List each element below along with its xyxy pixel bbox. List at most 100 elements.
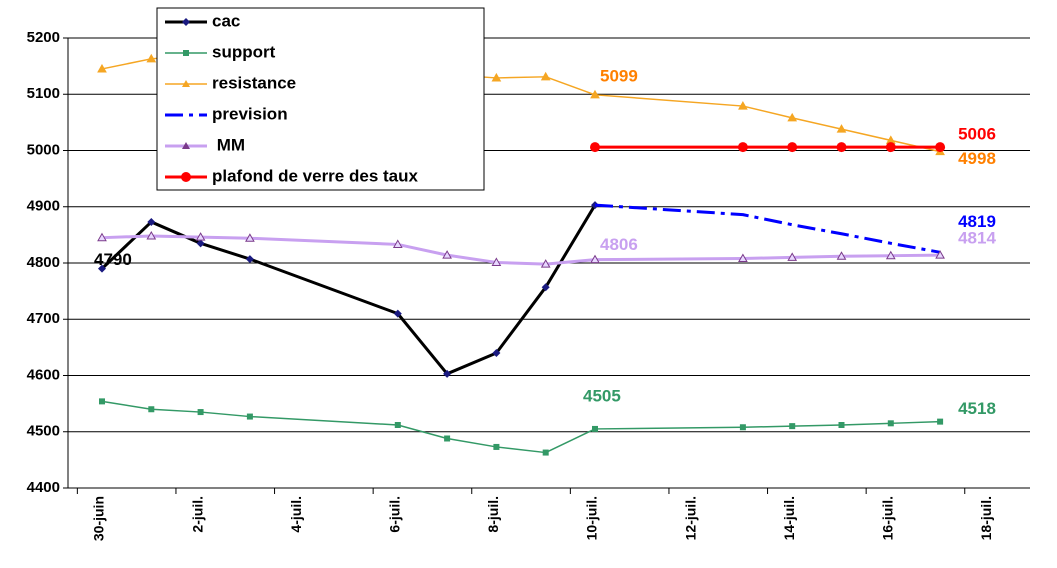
marker <box>195 232 206 241</box>
legend-marker <box>183 50 189 56</box>
legend-label: prevision <box>212 104 288 123</box>
marker <box>182 142 190 149</box>
marker <box>541 283 550 292</box>
x-tick-label: 10-juil. <box>584 496 600 540</box>
x-tick-label: 30-juin <box>91 496 107 541</box>
marker <box>935 250 945 259</box>
x-tick-label: 16-juil. <box>880 496 896 540</box>
marker <box>937 418 944 425</box>
marker <box>97 232 107 242</box>
y-tick-label: 4800 <box>27 254 60 271</box>
data-label: 4998 <box>958 149 996 168</box>
marker <box>787 252 798 261</box>
y-tick-label: 4700 <box>27 310 60 327</box>
marker <box>887 420 894 427</box>
marker <box>836 142 847 153</box>
marker <box>393 309 402 318</box>
marker <box>146 230 157 240</box>
marker <box>590 89 600 99</box>
legend-box <box>156 7 485 191</box>
y-tick-label: 4400 <box>27 479 60 496</box>
marker <box>787 112 798 122</box>
legend-marker <box>181 172 191 182</box>
marker <box>542 449 549 456</box>
marker <box>246 413 253 420</box>
y-tick-label: 4900 <box>27 198 60 215</box>
marker <box>540 259 551 268</box>
marker <box>590 142 600 153</box>
y-tick-label: 5100 <box>27 85 60 102</box>
marker <box>491 72 502 82</box>
marker <box>197 409 204 416</box>
series: 4819 <box>594 203 996 254</box>
marker <box>394 422 401 428</box>
marker <box>392 239 403 248</box>
marker <box>540 71 551 81</box>
marker <box>838 422 845 428</box>
marker <box>183 50 189 56</box>
data-label: 4819 <box>958 212 996 231</box>
data-label: 4790 <box>94 250 132 269</box>
x-tick-label: 8-juil. <box>485 496 501 533</box>
marker <box>739 424 746 431</box>
x-tick-label: 2-juil. <box>189 496 205 533</box>
x-tick-label: 6-juil. <box>387 496 403 533</box>
marker <box>99 398 105 405</box>
series-line <box>594 203 941 254</box>
legend-label: support <box>212 42 276 61</box>
y-tick-label: 5000 <box>27 141 60 158</box>
marker <box>245 255 254 264</box>
marker <box>97 63 107 73</box>
series: 4505 4518 <box>99 386 996 456</box>
series: 4806 4814 <box>97 229 996 268</box>
marker <box>491 257 502 266</box>
data-label: 4806 <box>600 235 638 254</box>
legend-label: resistance <box>212 73 296 92</box>
marker <box>836 124 847 133</box>
data-label: 4518 <box>958 399 996 418</box>
legend-label: MM <box>212 135 245 154</box>
series: 5006 <box>590 125 996 153</box>
marker <box>493 443 500 450</box>
marker <box>787 142 798 153</box>
data-label: 4505 <box>583 386 621 405</box>
marker <box>98 264 106 273</box>
x-tick-label: 18-juil. <box>978 496 994 540</box>
marker <box>885 142 896 153</box>
marker <box>492 349 501 357</box>
legend-marker <box>182 80 190 87</box>
marker <box>148 406 155 413</box>
marker <box>196 239 205 248</box>
marker <box>789 423 796 430</box>
marker <box>182 18 190 26</box>
data-label: 5099 <box>600 66 638 85</box>
marker <box>592 425 598 432</box>
series-line <box>100 204 597 376</box>
y-tick-label: 4600 <box>27 366 60 383</box>
y-tick-label: 5200 <box>27 29 60 46</box>
marker <box>181 172 191 182</box>
marker <box>836 251 847 260</box>
marker <box>737 142 748 153</box>
marker <box>935 142 946 153</box>
marker <box>444 435 451 442</box>
marker <box>182 80 190 87</box>
x-tick-label: 14-juil. <box>781 496 797 540</box>
marker <box>146 53 157 63</box>
marker <box>738 253 748 262</box>
marker <box>147 217 156 226</box>
data-label: 4814 <box>958 229 996 248</box>
legend-marker <box>182 18 190 26</box>
x-tick-label: 4-juil. <box>288 496 304 533</box>
marker <box>885 250 896 260</box>
data-label: 5006 <box>958 125 996 144</box>
marker <box>245 233 255 242</box>
marker <box>443 369 452 378</box>
series: 4790 <box>94 201 599 378</box>
marker <box>590 254 600 264</box>
series-line <box>101 400 941 454</box>
legend-label: cac <box>212 11 240 30</box>
legend-marker <box>182 142 190 149</box>
legend-label: plafond de verre des taux <box>212 166 418 185</box>
